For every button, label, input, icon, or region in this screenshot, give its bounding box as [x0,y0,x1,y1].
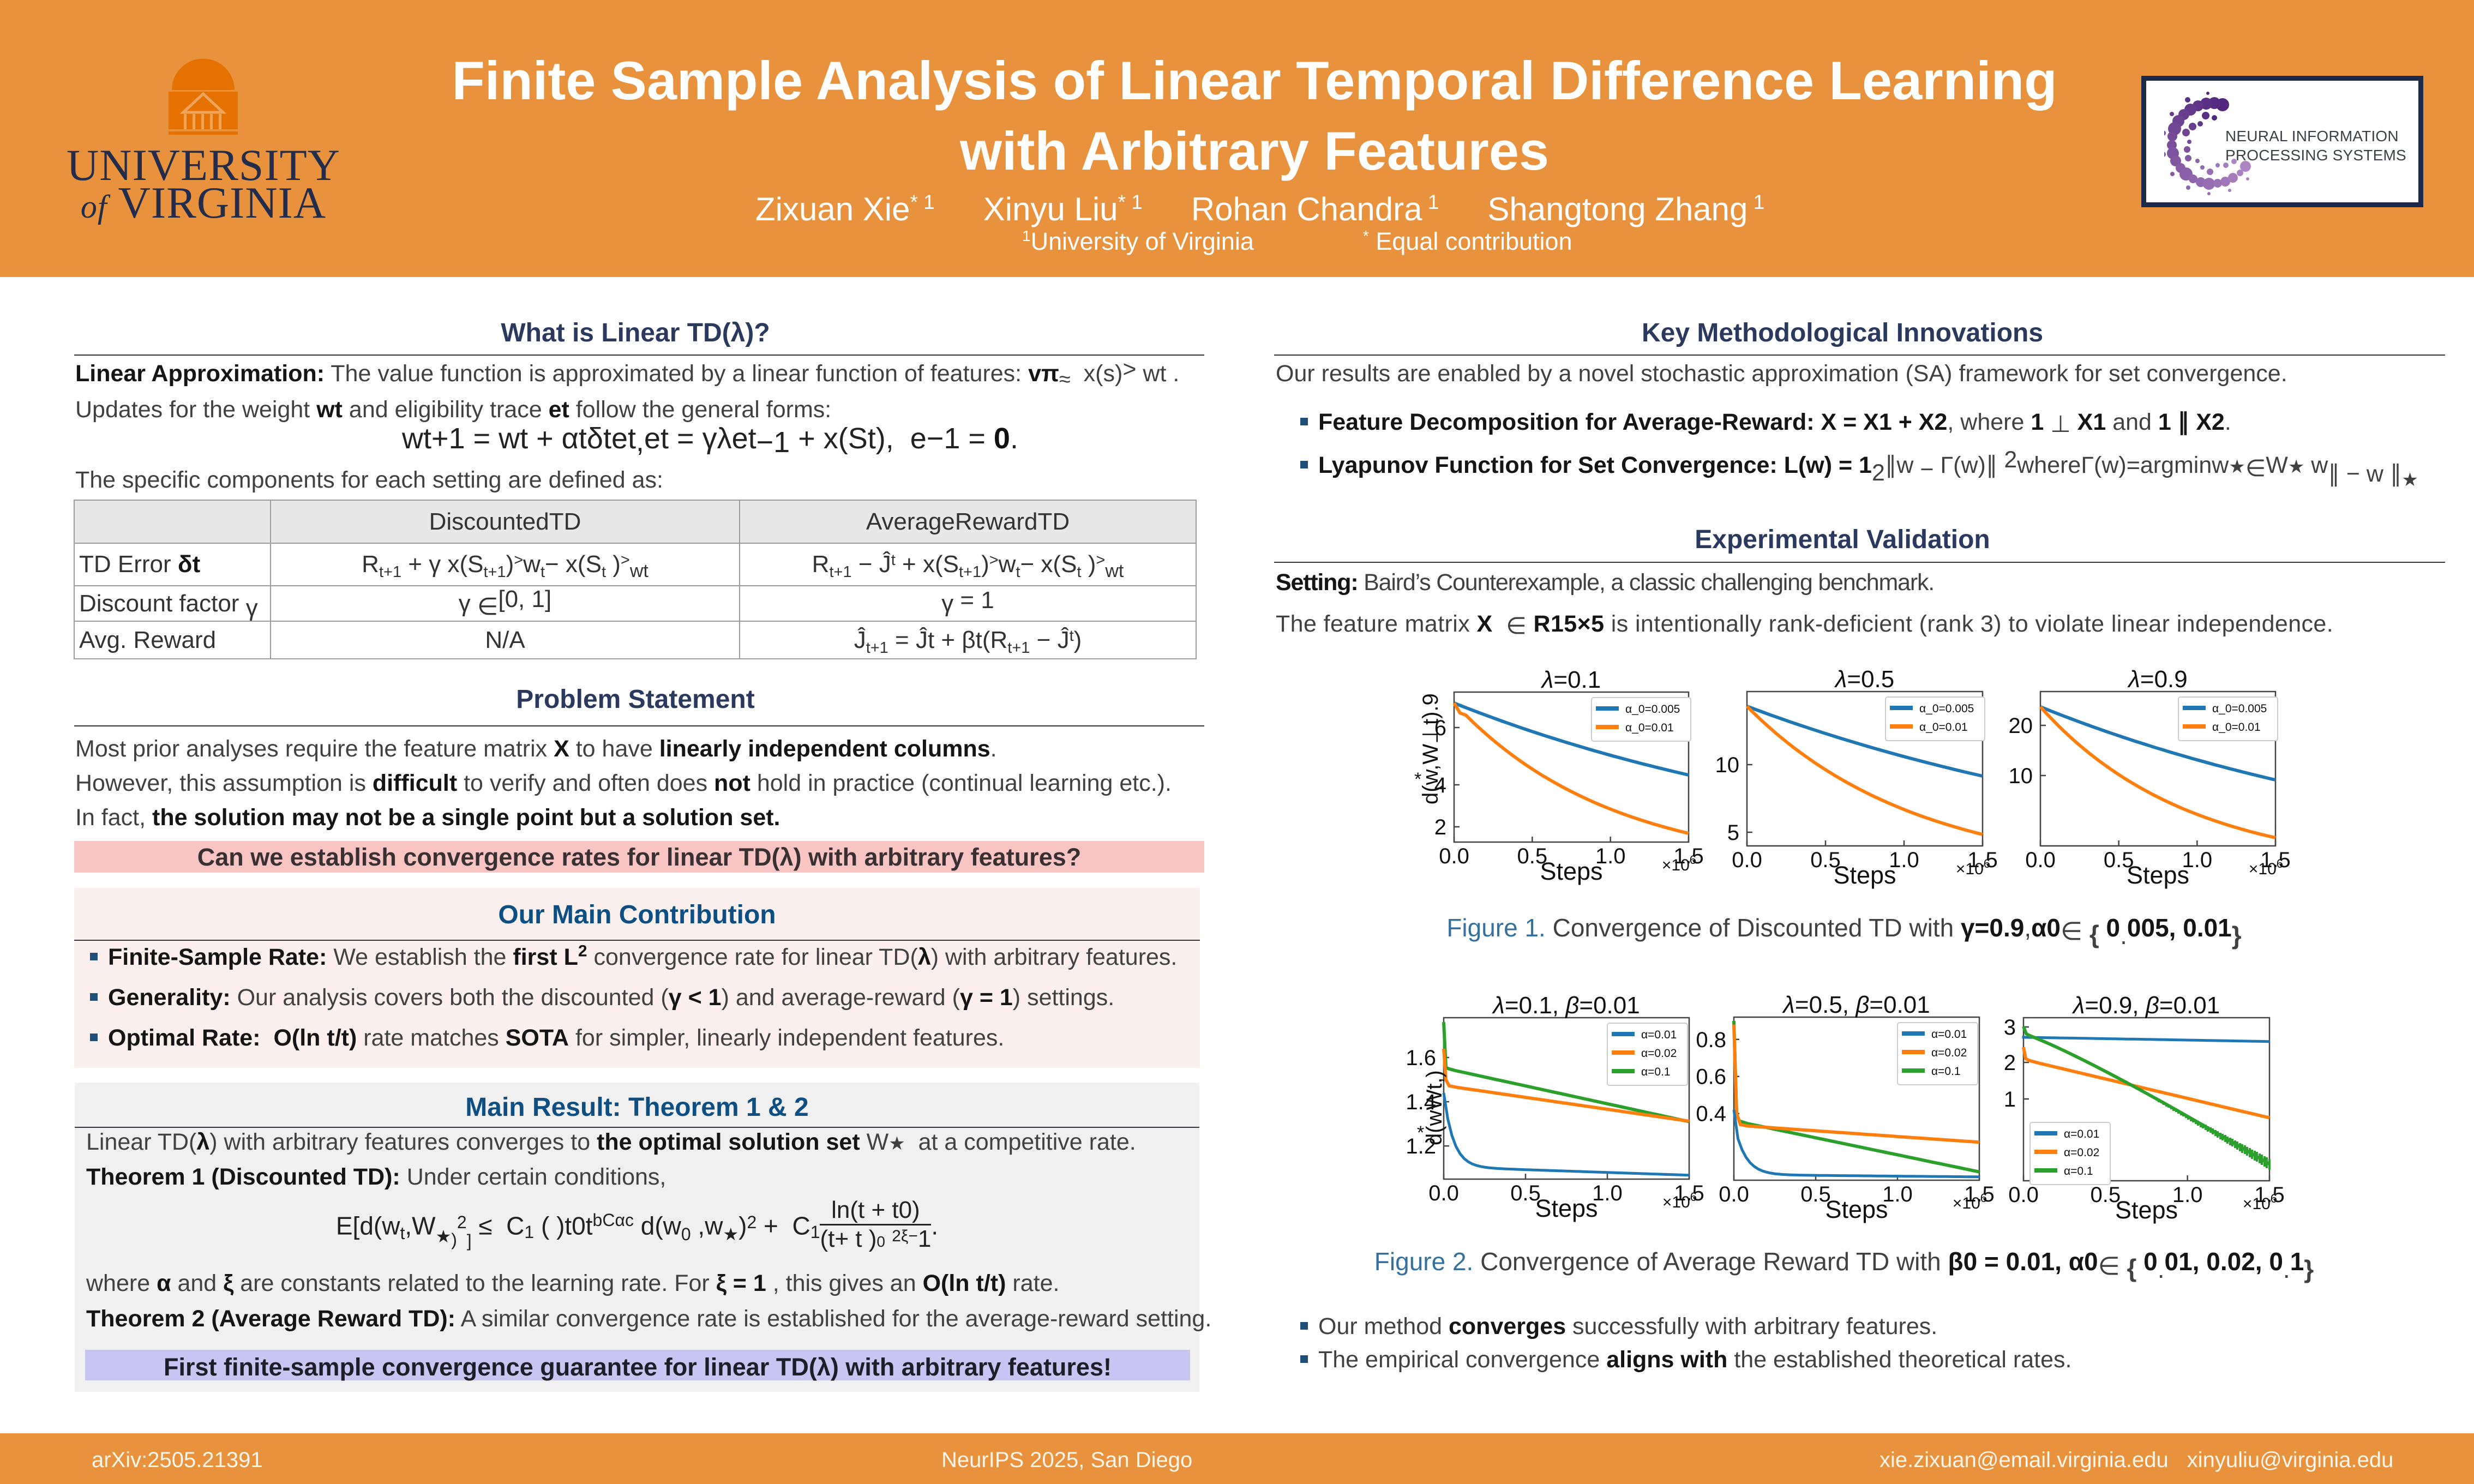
svg-text:×106: ×106 [2249,857,2283,878]
svg-text:0.4: 0.4 [1696,1102,1726,1126]
svg-text:0.6: 0.6 [1696,1065,1726,1089]
svg-text:α=0.01: α=0.01 [1641,1029,1677,1041]
svg-text:α=0.1: α=0.1 [2064,1165,2093,1177]
svg-text:Steps: Steps [2115,1196,2178,1224]
svg-text:×106: ×106 [2243,1192,2277,1213]
svg-text:1.5: 1.5 [1964,1182,1995,1206]
svg-text:2: 2 [2004,1051,2016,1075]
svg-text:0.0: 0.0 [2025,848,2056,872]
svg-text:5: 5 [1727,821,1739,845]
svg-text:0.0: 0.0 [1719,1182,1749,1206]
svg-text:α_0=0.005: α_0=0.005 [1919,702,1974,715]
svg-text:×106: ×106 [1662,853,1696,874]
svg-text:α=0.1: α=0.1 [1641,1066,1671,1078]
svg-text:0.0: 0.0 [1428,1181,1459,1205]
svg-text:α=0.02: α=0.02 [2064,1146,2099,1159]
svg-text:1.5: 1.5 [1967,848,1998,872]
svg-text:Steps: Steps [1535,1194,1598,1222]
svg-text:0.0: 0.0 [1439,844,1469,868]
svg-text:10: 10 [2009,764,2033,788]
svg-text:3: 3 [2004,1016,2016,1040]
svg-text:α_0=0.01: α_0=0.01 [1919,721,1968,734]
svg-text:2: 2 [1434,815,1446,839]
svg-text:6: 6 [1434,716,1446,740]
svg-text:α=0.01: α=0.01 [1931,1028,1967,1041]
svg-text:4: 4 [1434,773,1446,797]
svg-text:1.5: 1.5 [2260,848,2291,872]
svg-text:α_0=0.01: α_0=0.01 [1625,722,1674,734]
svg-text:1.5: 1.5 [2254,1183,2285,1207]
svg-text:1.0: 1.0 [1882,1182,1913,1206]
svg-text:1.0: 1.0 [1595,844,1626,868]
svg-text:1.6: 1.6 [1406,1046,1436,1070]
svg-text:α_0=0.005: α_0=0.005 [1625,703,1680,716]
svg-text:Steps: Steps [2127,861,2189,889]
svg-text:0.5: 0.5 [1510,1181,1541,1205]
svg-text:α=0.1: α=0.1 [1931,1065,1961,1078]
svg-text:1.5: 1.5 [1673,844,1704,868]
svg-text:1.2: 1.2 [1406,1134,1436,1158]
svg-text:1.0: 1.0 [1592,1181,1623,1205]
svg-text:1.0: 1.0 [2172,1183,2203,1207]
svg-text:α=0.01: α=0.01 [2064,1128,2099,1140]
svg-text:Steps: Steps [1825,1195,1888,1223]
svg-text:10: 10 [1715,753,1740,777]
svg-text:0.5: 0.5 [2104,848,2134,872]
svg-text:α_0=0.005: α_0=0.005 [2212,702,2267,715]
svg-text:1.0: 1.0 [2182,848,2213,872]
svg-text:0.5: 0.5 [1800,1182,1831,1206]
svg-text:Steps: Steps [1833,861,1896,889]
svg-text:0.8: 0.8 [1696,1028,1726,1052]
svg-text:20: 20 [2009,714,2033,738]
svg-text:1.4: 1.4 [1406,1090,1436,1114]
svg-text:0.0: 0.0 [2008,1183,2039,1207]
svg-text:1.0: 1.0 [1889,848,1919,872]
svg-text:1: 1 [2004,1088,2016,1112]
svg-text:Steps: Steps [1540,857,1602,885]
svg-text:0.5: 0.5 [2091,1183,2121,1207]
svg-text:α=0.02: α=0.02 [1641,1047,1677,1060]
svg-text:α_0=0.01: α_0=0.01 [2212,721,2261,734]
svg-text:0.0: 0.0 [1732,848,1762,872]
svg-text:α=0.02: α=0.02 [1931,1047,1967,1059]
svg-text:0.5: 0.5 [1517,844,1548,868]
svg-text:1.5: 1.5 [1674,1181,1704,1205]
svg-text:0.5: 0.5 [1810,848,1841,872]
